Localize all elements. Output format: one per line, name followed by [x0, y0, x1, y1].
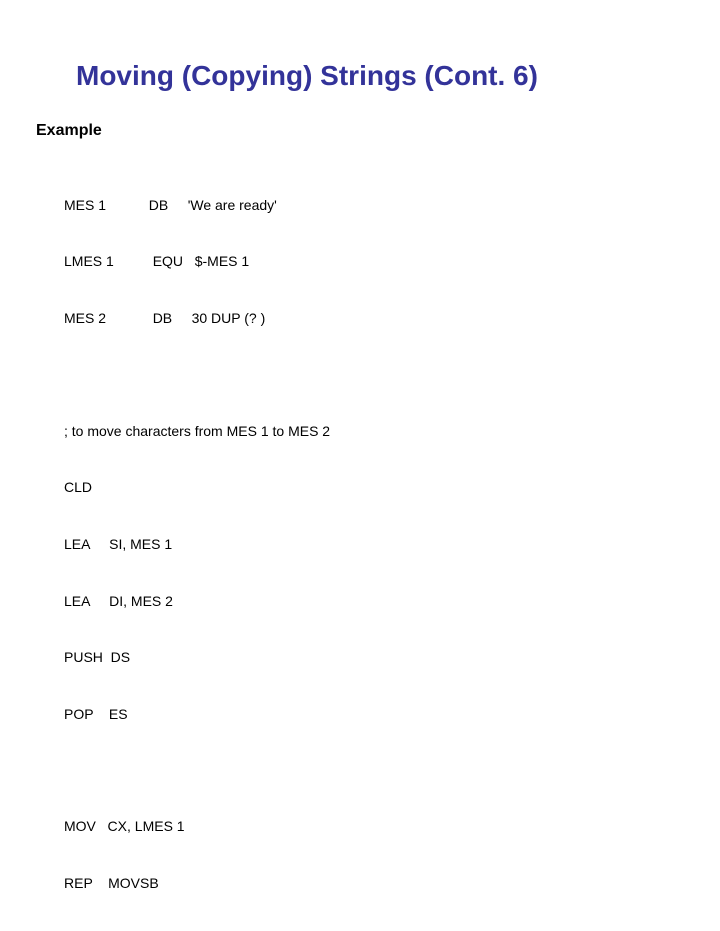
code-comment: ; to move characters from MES 1 to MES 2	[64, 422, 684, 441]
code-line: LEA SI, MES 1	[64, 535, 684, 554]
slide: Moving (Copying) Strings (Cont. 6) Examp…	[0, 0, 720, 540]
code-line: MES 1 DB 'We are ready'	[64, 196, 684, 215]
example-heading: Example	[36, 122, 684, 140]
code-line: LEA DI, MES 2	[64, 592, 684, 611]
code-line: PUSH DS	[64, 648, 684, 667]
data-definitions: MES 1 DB 'We are ready' LMES 1 EQU $-MES…	[64, 158, 684, 366]
code-line: REP MOVSB	[64, 874, 684, 893]
move-block: ; to move characters from MES 1 to MES 2…	[64, 384, 684, 762]
code-line: MES 2 DB 30 DUP (? )	[64, 309, 684, 328]
code-line: LMES 1 EQU $-MES 1	[64, 252, 684, 271]
code-line: POP ES	[64, 705, 684, 724]
code-line: CLD	[64, 478, 684, 497]
code-line: MOV CX, LMES 1	[64, 817, 684, 836]
tail-block: MOV CX, LMES 1 REP MOVSB	[64, 780, 684, 931]
slide-title: Moving (Copying) Strings (Cont. 6)	[76, 60, 684, 92]
